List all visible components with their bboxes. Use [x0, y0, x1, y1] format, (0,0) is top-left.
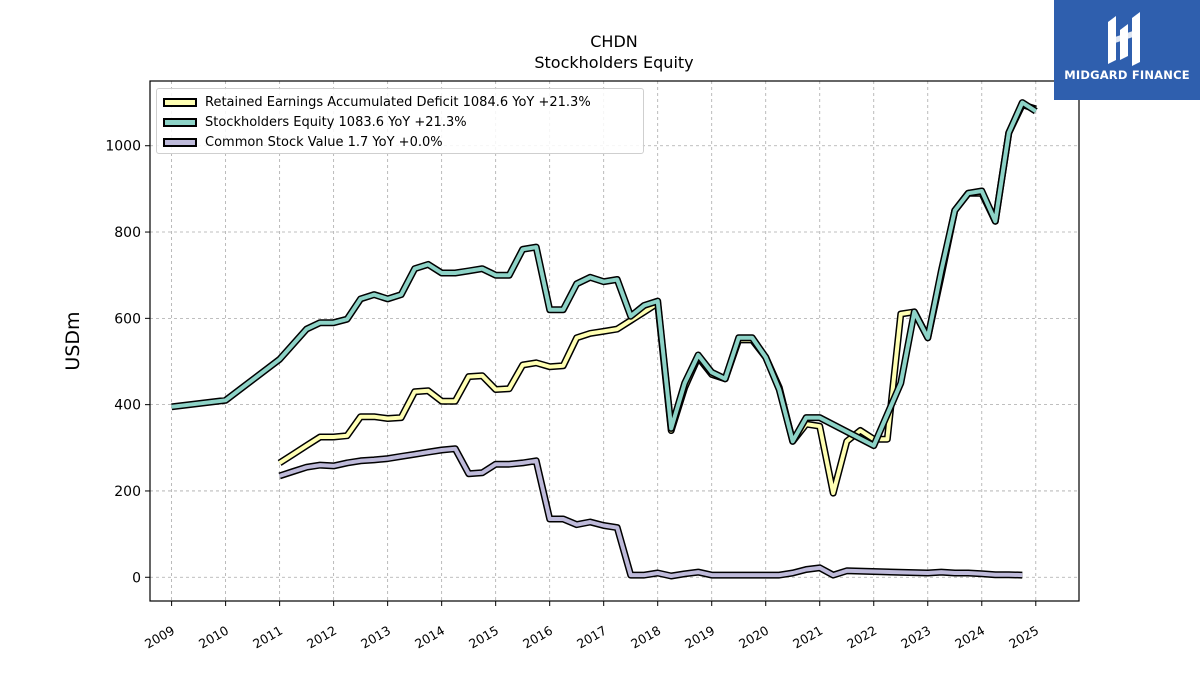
x-tick-label: 2010	[196, 623, 231, 652]
y-axis-label: USDm	[62, 311, 84, 370]
x-tick-label: 2012	[304, 623, 339, 652]
series-line-common-stock-value	[278, 446, 1023, 578]
x-tick-label: 2016	[520, 623, 555, 652]
legend-swatch-common-stock	[163, 137, 197, 147]
x-tick-label: 2021	[790, 623, 825, 652]
y-tick-label: 800	[114, 225, 141, 241]
brand-logo-mark-icon	[1108, 12, 1140, 66]
chart-title: CHDN	[590, 32, 638, 51]
legend-item-common-stock: Common Stock Value 1.7 YoY +0.0%	[161, 132, 643, 152]
y-tick-label: 1000	[105, 139, 141, 155]
x-tick-label: 2023	[898, 623, 933, 652]
series-line-stockholders-equity	[171, 100, 1037, 448]
y-tick-label: 400	[114, 398, 141, 414]
series-outline-common-stock-value	[278, 445, 1023, 580]
plot-frame	[149, 80, 1080, 602]
y-tick-label: 200	[114, 484, 141, 500]
legend-swatch-retained-earnings	[163, 97, 197, 107]
x-tick-label: 2013	[358, 623, 393, 652]
x-tick-label: 2011	[250, 623, 285, 652]
x-tick-label: 2018	[628, 623, 663, 652]
y-tick-label: 600	[114, 311, 141, 327]
x-tick-label: 2009	[142, 623, 177, 652]
legend-label-stockholders-equity: Stockholders Equity 1083.6 YoY +21.3%	[205, 114, 467, 130]
x-tick-label: 2024	[952, 623, 987, 652]
chart-subtitle: Stockholders Equity	[534, 53, 693, 72]
grid-lines	[150, 81, 1079, 601]
legend-label-common-stock: Common Stock Value 1.7 YoY +0.0%	[205, 134, 443, 150]
y-tick-label: 0	[132, 570, 141, 586]
legend-label-retained-earnings: Retained Earnings Accumulated Deficit 10…	[205, 94, 591, 110]
legend-item-stockholders-equity: Stockholders Equity 1083.6 YoY +21.3%	[161, 112, 643, 132]
brand-logo: MIDGARD FINANCE	[1054, 0, 1200, 100]
series-lines	[171, 99, 1038, 580]
x-tick-label: 2020	[736, 623, 771, 652]
x-tick-label: 2014	[412, 623, 447, 652]
legend-swatch-stockholders-equity	[163, 117, 197, 127]
legend-item-retained-earnings: Retained Earnings Accumulated Deficit 10…	[161, 92, 643, 112]
x-tick-label: 2022	[844, 623, 879, 652]
x-tick-label: 2015	[466, 623, 501, 652]
x-tick-label: 2017	[574, 623, 609, 652]
brand-name: MIDGARD FINANCE	[1064, 68, 1190, 82]
chart-legend: Retained Earnings Accumulated Deficit 10…	[156, 88, 644, 154]
x-tick-label: 2025	[1006, 623, 1041, 652]
x-tick-label: 2019	[682, 623, 717, 652]
